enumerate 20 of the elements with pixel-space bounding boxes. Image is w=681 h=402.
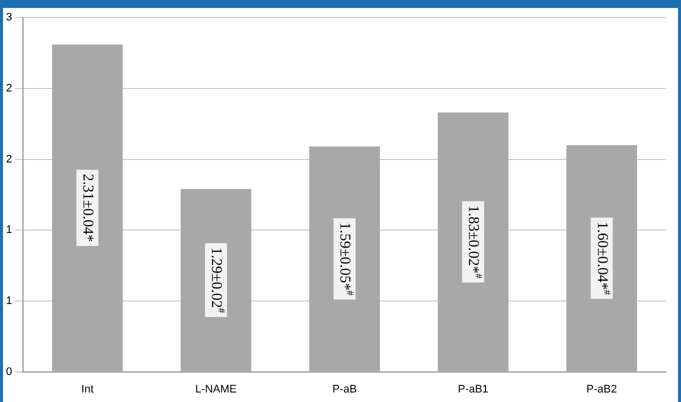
data-label: 2.31±0.04* (79, 174, 96, 242)
x-tick-label: L-NAME (195, 383, 237, 396)
y-tick-label: 0 (6, 366, 12, 378)
y-tick-label: 2 (6, 82, 12, 94)
data-label: 1.83±0.02*# (465, 205, 484, 279)
x-tick-label: P-aB2 (586, 383, 617, 396)
bar (566, 145, 638, 372)
bar (52, 44, 123, 372)
data-label: 1.59±0.05*# (336, 222, 355, 296)
y-tick-label: 2 (6, 153, 12, 166)
bar (438, 112, 508, 372)
bar (309, 146, 380, 372)
y-tick-label: 3 (6, 12, 12, 24)
data-label: 1.29±0.02# (208, 247, 226, 314)
y-tick-label: 1 (6, 224, 12, 236)
data-label: 1.60±0.04*# (594, 222, 612, 295)
y-tick-label: 1 (6, 294, 12, 307)
x-tick-label: P-aB (332, 383, 357, 396)
x-tick-label: P-aB1 (458, 383, 488, 396)
x-tick-label: Int (81, 383, 94, 396)
